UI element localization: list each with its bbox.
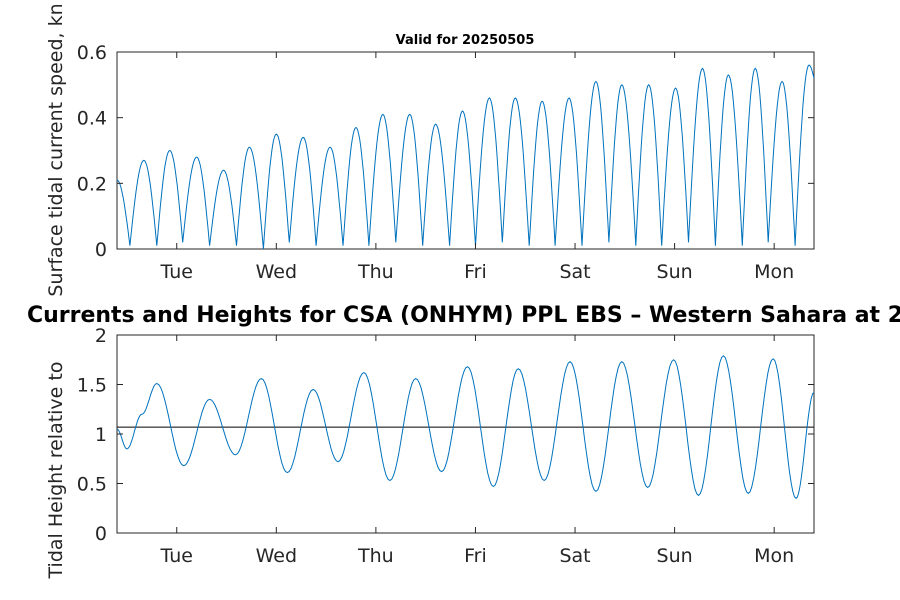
y-tick-label: 1	[95, 424, 107, 446]
x-tick-label: Fri	[464, 545, 487, 567]
x-tick-label: Tue	[160, 545, 193, 567]
tidal-height-ylabel: Tidal Height relative to	[45, 362, 67, 580]
y-tick-label: 1.5	[77, 375, 107, 397]
x-tick-label: Mon	[754, 261, 794, 283]
x-tick-label: Sat	[559, 261, 590, 283]
x-tick-label: Sat	[559, 545, 590, 567]
x-tick-label: Thu	[357, 261, 394, 283]
y-tick-label: 0.6	[77, 42, 107, 64]
current-speed-title: Valid for 20250505	[396, 33, 535, 48]
y-tick-label: 0	[95, 239, 107, 261]
tidal-height-axes: 0 0.5 1 1.5 2 Tue Wed Thu Fri Sat Sun Mon Tidal He…	[27, 303, 900, 579]
current-speed-plot-area	[116, 51, 815, 250]
current-speed-series	[116, 64, 815, 250]
x-tick-label: Mon	[754, 545, 794, 567]
figure-main-title: Currents and Heights for CSA (ONHYM) PPL…	[27, 303, 900, 328]
current-speed-ylabel: Surface tidal current speed, kn	[45, 3, 67, 296]
x-tick-label: Thu	[357, 545, 394, 567]
x-tick-label: Tue	[160, 261, 193, 283]
x-tick-label: Sun	[657, 545, 693, 567]
y-tick-label: 0.2	[77, 173, 107, 195]
current-speed-axes: 0 0.2 0.4 0.6 Tue Wed Thu Fri Sat Sun Mon Valid f…	[45, 3, 815, 297]
tidal-height-series	[116, 355, 815, 500]
tidal-height-plot-area	[116, 334, 815, 534]
x-tick-label: Wed	[256, 261, 297, 283]
y-tick-label: 0.5	[77, 474, 107, 496]
x-tick-label: Sun	[657, 261, 693, 283]
y-tick-label: 2	[95, 325, 107, 347]
y-tick-label: 0	[95, 523, 107, 545]
y-tick-label: 0.4	[77, 108, 107, 130]
x-tick-label: Wed	[256, 545, 297, 567]
x-tick-label: Fri	[464, 261, 487, 283]
